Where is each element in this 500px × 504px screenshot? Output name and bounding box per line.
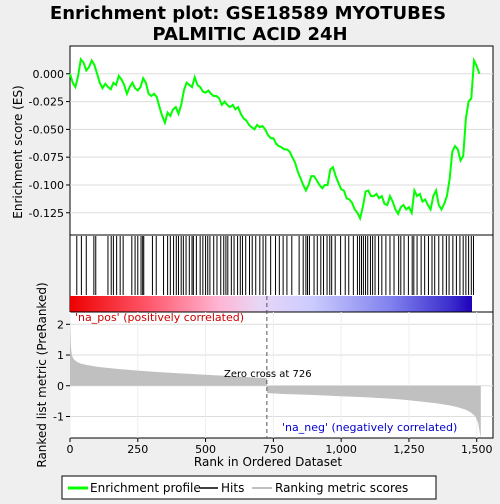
es-y-tick-label: 0.000 [33, 68, 65, 81]
x-tick-label: 500 [195, 443, 216, 456]
x-tick-label: 1,000 [325, 443, 357, 456]
legend: Enrichment profile Hits Ranking metric s… [61, 475, 437, 500]
chart-title-line1: Enrichment plot: GSE18589 MYOTUBES [50, 3, 446, 24]
legend-label-ranking: Ranking metric scores [275, 481, 408, 495]
hits-marks [76, 236, 474, 295]
x-tick-label: 0 [67, 443, 74, 456]
es-y-ticks: 0.000 -0.025 -0.050 -0.075 -0.100 -0.125 [29, 68, 70, 220]
enrichment-profile-line [69, 56, 481, 222]
x-tick-label: 1,250 [393, 443, 425, 456]
es-y-axis-label: Enrichment score (ES) [11, 85, 25, 218]
es-gridlines [70, 73, 493, 214]
metric-y-tick-label: 1 [57, 349, 64, 362]
metric-y-ticks: 2 1 0 -1 [53, 318, 70, 423]
ranking-metric-area [70, 318, 481, 438]
legend-box [61, 475, 437, 500]
es-y-tick-label: -0.125 [29, 207, 64, 220]
metric-x-ticks: 0 250 500 750 1,000 1,250 1,500 [67, 438, 493, 456]
zero-cross-label: Zero cross at 726 [224, 369, 312, 380]
legend-label-profile: Enrichment profile [90, 481, 201, 495]
legend-label-hits: Hits [221, 481, 244, 495]
pos-correlated-label: 'na_pos' (positively correlated) [75, 311, 244, 324]
metric-y-axis-label: Ranked list metric (PreRanked) [35, 282, 49, 467]
metric-y-tick-label: 0 [57, 380, 64, 393]
x-tick-label: 1,500 [461, 443, 493, 456]
es-y-tick-label: -0.075 [29, 151, 64, 164]
x-axis-label: Rank in Ordered Dataset [194, 455, 342, 469]
chart-title-line2: PALMITIC ACID 24H [152, 24, 347, 45]
x-tick-label: 250 [127, 443, 148, 456]
x-tick-label: 750 [263, 443, 284, 456]
neg-correlated-label: 'na_neg' (negatively correlated) [282, 421, 457, 434]
metric-y-tick-label: -1 [53, 410, 64, 423]
es-y-tick-label: -0.100 [29, 179, 64, 192]
metric-y-tick-label: 2 [57, 318, 64, 331]
es-y-tick-label: -0.050 [29, 123, 64, 136]
es-panel [69, 45, 494, 236]
ranking-color-bar [70, 296, 472, 312]
es-y-tick-label: -0.025 [29, 96, 64, 109]
